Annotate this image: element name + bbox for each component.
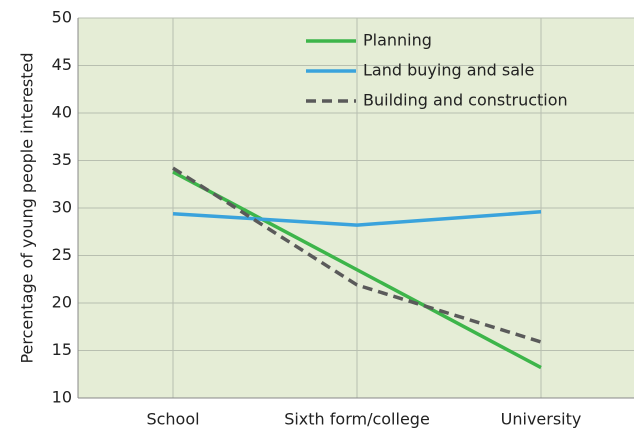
x-tick-label: University bbox=[501, 410, 582, 429]
y-tick-label: 35 bbox=[52, 150, 72, 169]
y-tick-label: 10 bbox=[52, 388, 72, 407]
x-tick-label: Sixth form/college bbox=[284, 410, 430, 429]
y-tick-label: 15 bbox=[52, 340, 72, 359]
legend-label: Planning bbox=[363, 31, 432, 50]
legend-label: Land buying and sale bbox=[363, 61, 534, 80]
y-tick-label: 20 bbox=[52, 293, 72, 312]
y-tick-label: 45 bbox=[52, 55, 72, 74]
series-line bbox=[172, 170, 542, 370]
legend-label: Building and construction bbox=[363, 91, 568, 110]
series-line bbox=[172, 166, 542, 344]
y-tick-label: 25 bbox=[52, 245, 72, 264]
y-axis-label: Percentage of young people interested bbox=[18, 52, 37, 363]
x-tick-label: School bbox=[146, 410, 199, 429]
y-tick-label: 30 bbox=[52, 198, 72, 217]
y-tick-label: 40 bbox=[52, 103, 72, 122]
series-line bbox=[172, 210, 542, 227]
y-tick-label: 50 bbox=[52, 8, 72, 27]
